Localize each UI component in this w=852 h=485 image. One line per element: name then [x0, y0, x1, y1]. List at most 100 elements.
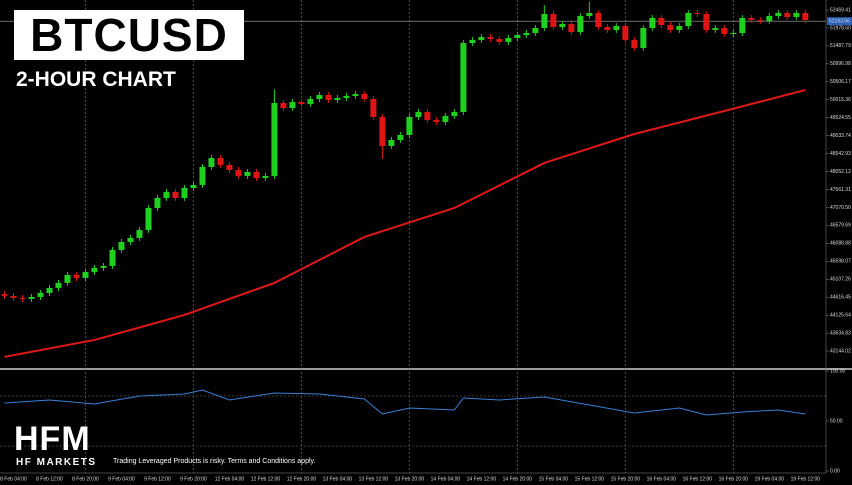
candle-body: [343, 95, 350, 98]
x-tick-label: 14 Feb 20:00: [503, 476, 533, 482]
y-tick-label: 50.00: [830, 418, 843, 424]
x-tick-label: 15 Feb 12:00: [575, 476, 605, 482]
y-tick-label: 0.00: [830, 468, 840, 474]
x-tick-label: 13 Feb 20:00: [395, 476, 425, 482]
candle-body: [163, 191, 170, 198]
candle-body: [334, 97, 341, 100]
candle-body: [568, 23, 575, 32]
disclaimer: Trading Leveraged Products is risky. Ter…: [113, 458, 316, 465]
candle-body: [451, 111, 458, 116]
candle-body: [199, 166, 206, 185]
x-tick-label: 8 Feb 20:00: [72, 476, 99, 482]
x-tick-label: 12 Feb 04:00: [215, 476, 245, 482]
x-tick-label: 19 Feb 12:00: [791, 476, 821, 482]
candle-body: [496, 38, 503, 42]
candle-body: [100, 265, 107, 268]
candle-body: [676, 26, 683, 30]
candle-body: [1, 294, 8, 296]
y-tick-label: 47561.31: [830, 187, 851, 193]
x-tick-label: 14 Feb 04:00: [431, 476, 461, 482]
x-tick-label: 13 Feb 12:00: [359, 476, 389, 482]
candle-body: [91, 267, 98, 272]
y-tick-label: 45107.26: [830, 277, 851, 283]
brand-name: HF MARKETS: [16, 457, 97, 468]
candle-body: [541, 14, 548, 29]
candle-body: [172, 191, 179, 198]
y-tick-label: 46579.69: [830, 223, 851, 229]
candle-body: [739, 17, 746, 33]
y-tick-label: 44616.45: [830, 295, 851, 301]
candle-body: [586, 12, 593, 16]
candle-body: [478, 37, 485, 41]
y-tick-label: 43144.02: [830, 348, 851, 354]
candle-body: [253, 171, 260, 178]
candle-body: [415, 111, 422, 117]
y-tick-label: 46088.88: [830, 241, 851, 247]
candle-body: [145, 207, 152, 230]
candle-body: [631, 40, 638, 48]
candle-body: [127, 237, 134, 242]
y-tick-label: 50506.17: [830, 79, 851, 85]
candle-body: [226, 164, 233, 170]
x-tick-label: 8 Feb 04:00: [0, 476, 27, 482]
candle-body: [658, 17, 665, 26]
candle-body: [424, 111, 431, 120]
candle-body: [406, 116, 413, 135]
candle-body: [757, 20, 764, 22]
logo: HFM: [14, 420, 91, 458]
candle-body: [730, 32, 737, 35]
x-tick-label: 8 Feb 12:00: [36, 476, 63, 482]
candle-body: [82, 271, 89, 278]
candle-body: [775, 12, 782, 16]
current-price-box: [827, 17, 852, 26]
candle-body: [19, 297, 26, 299]
x-tick-label: 13 Feb 04:00: [323, 476, 353, 482]
candle-body: [361, 93, 368, 99]
candle-body: [280, 102, 287, 108]
candle-body: [10, 295, 17, 298]
candle-body: [712, 28, 719, 30]
moving-average: [4, 89, 806, 358]
candle-body: [325, 94, 332, 100]
candle-body: [442, 115, 449, 122]
candle-body: [64, 274, 71, 283]
candle-body: [379, 116, 386, 146]
candle-body: [190, 184, 197, 188]
candle-body: [604, 26, 611, 30]
candle-body: [748, 17, 755, 21]
candle-body: [46, 287, 53, 293]
candle-body: [370, 98, 377, 117]
candle-body: [514, 34, 521, 38]
x-tick-label: 19 Feb 04:00: [755, 476, 785, 482]
candle-body: [766, 15, 773, 21]
candle-body: [460, 43, 467, 112]
symbol-title: BTCUSD: [14, 10, 244, 60]
candle-body: [523, 32, 530, 35]
candle-body: [154, 197, 161, 208]
y-tick-label: 44125.64: [830, 312, 851, 318]
candle-body: [244, 171, 251, 176]
candle-body: [622, 26, 629, 41]
candle-body: [667, 25, 674, 30]
candle-body: [181, 187, 188, 198]
candle-body: [559, 23, 566, 27]
x-tick-label: 12 Feb 12:00: [251, 476, 281, 482]
y-tick-label: 52469.41: [830, 7, 851, 13]
candle-body: [37, 292, 44, 297]
axis-area: [826, 0, 852, 485]
candle-body: [640, 28, 647, 48]
y-tick-label: 51487.79: [830, 43, 851, 49]
candle-body: [685, 12, 692, 27]
candle-body: [397, 134, 404, 140]
candle-body: [577, 15, 584, 32]
x-tick-label: 15 Feb 20:00: [611, 476, 641, 482]
y-tick-label: 49033.74: [830, 133, 851, 139]
x-tick-label: 9 Feb 12:00: [144, 476, 171, 482]
x-tick-label: 15 Feb 04:00: [539, 476, 569, 482]
candle-body: [721, 28, 728, 35]
candle-body: [298, 101, 305, 104]
candle-body: [289, 101, 296, 108]
candle-body: [793, 12, 800, 18]
y-tick-label: 50996.98: [830, 61, 851, 67]
